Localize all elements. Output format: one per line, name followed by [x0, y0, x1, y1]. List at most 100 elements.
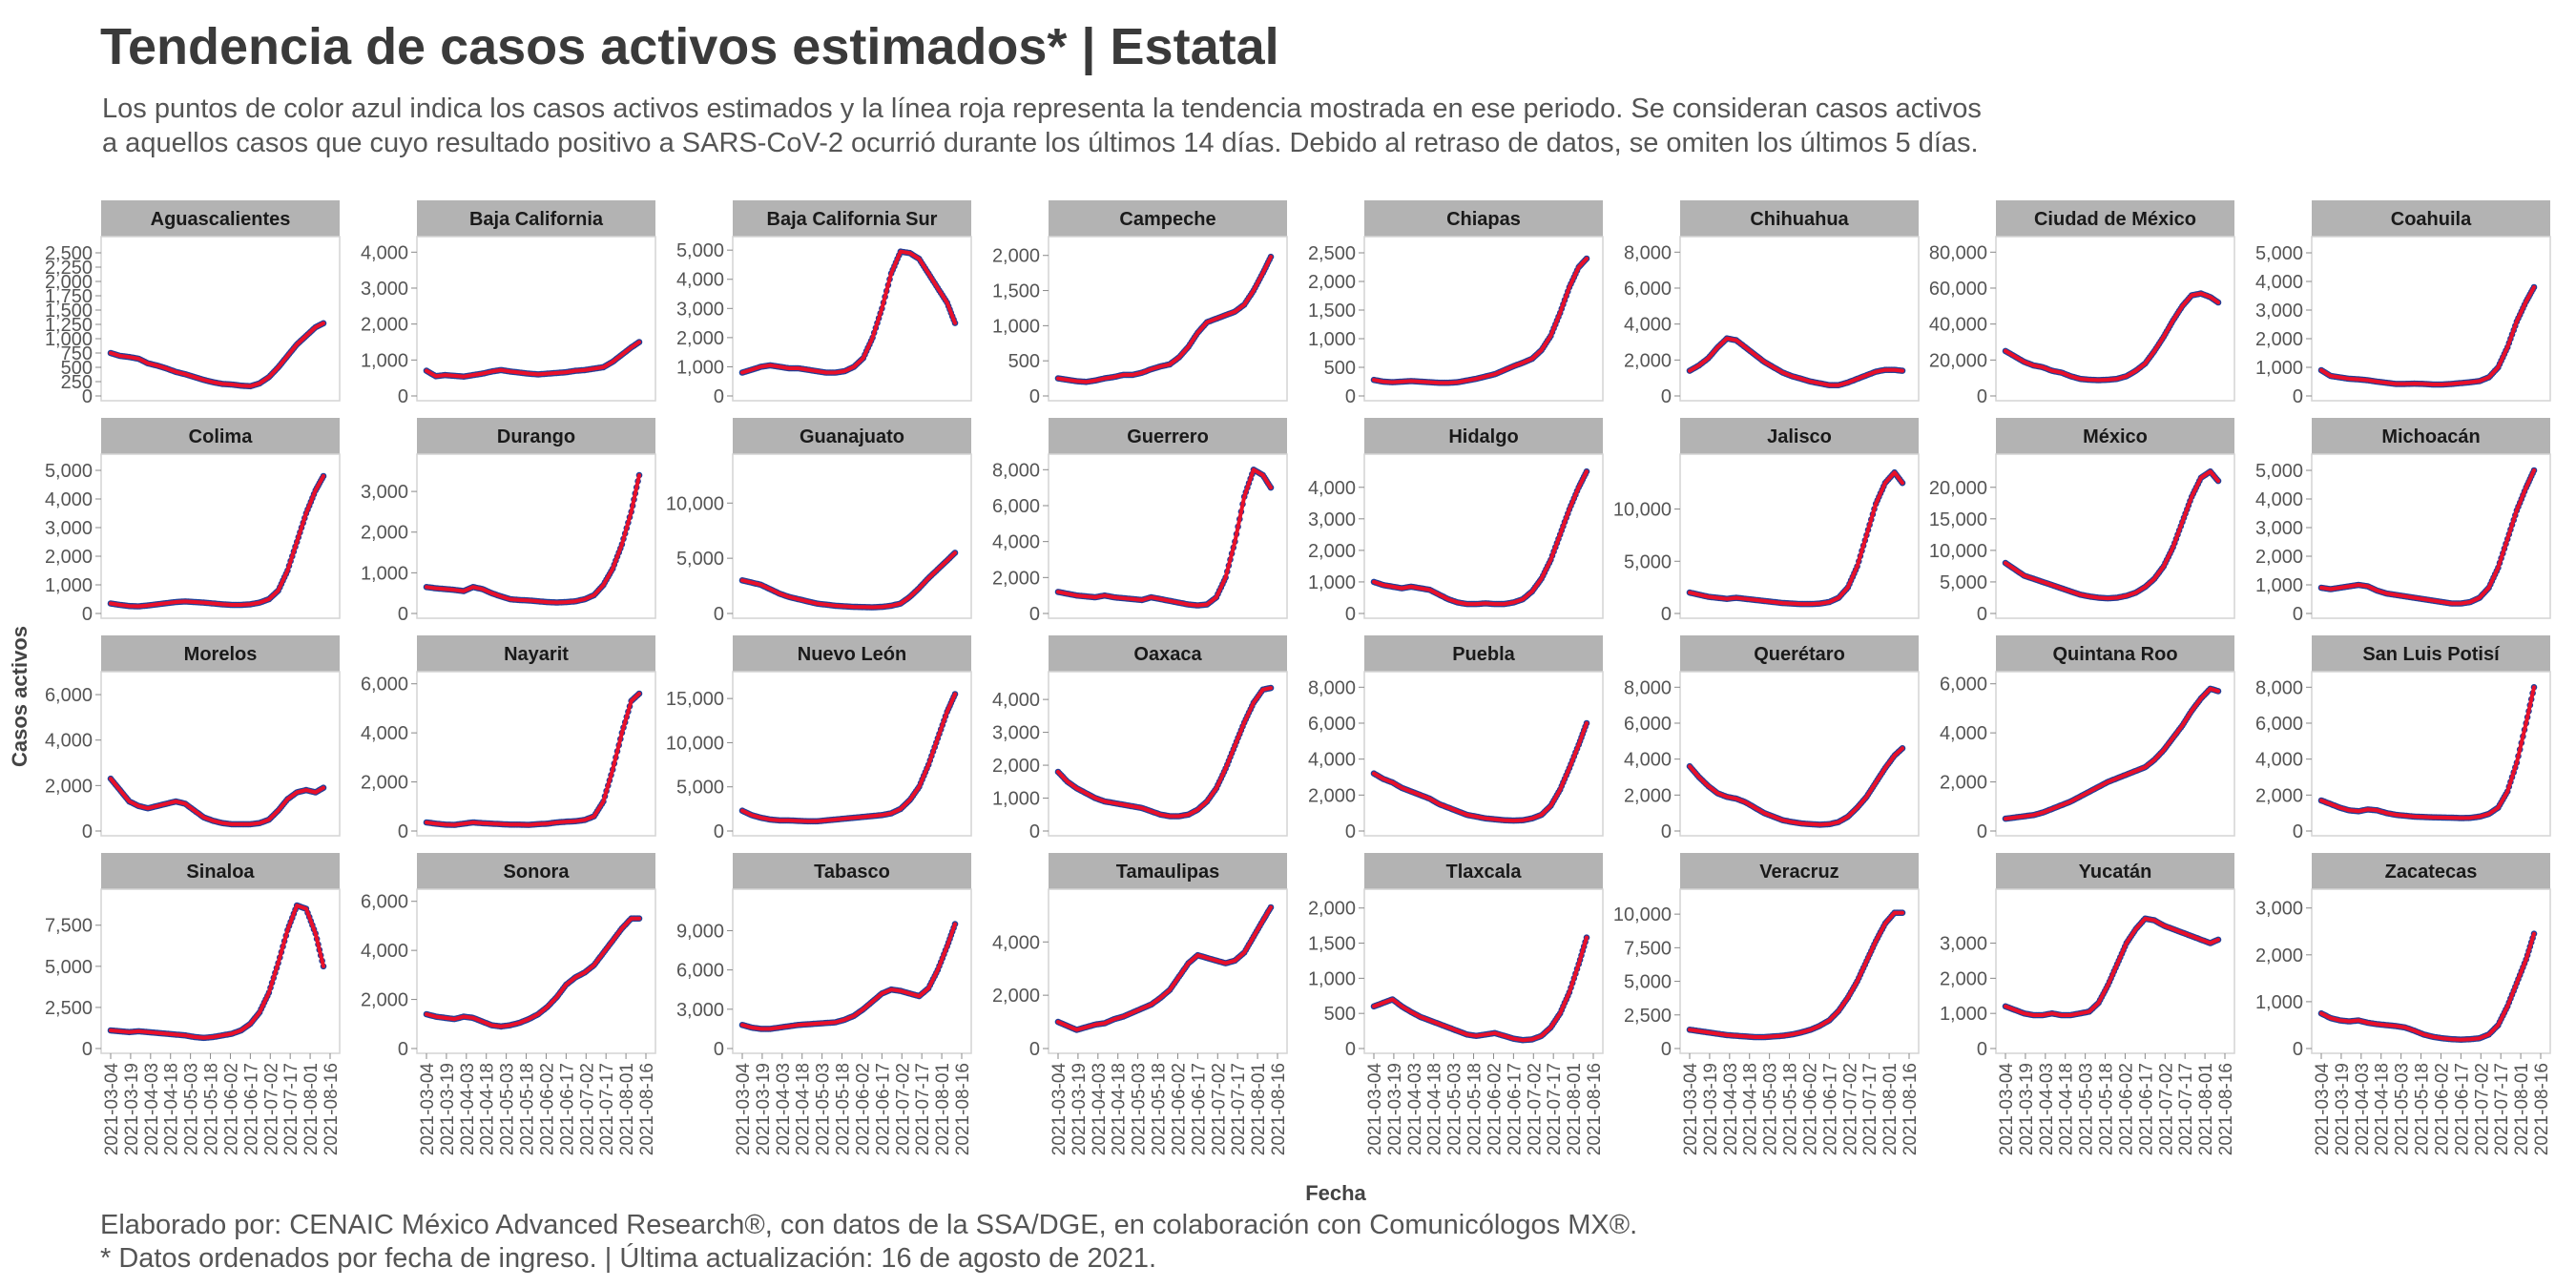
y-tick-label: 0 — [2293, 386, 2303, 407]
x-tick-label: 2021-05-03 — [1445, 1063, 1465, 1155]
y-tick-label: 3,000 — [992, 723, 1040, 744]
strip — [1364, 200, 1603, 237]
y-tick-label: 8,000 — [1308, 677, 1356, 698]
y-tick-label: 2,500 — [45, 998, 93, 1019]
y-tick-label: 2,250 — [45, 258, 93, 279]
strip-label: Sinaloa — [186, 862, 255, 883]
y-tick-label: 6,000 — [1940, 675, 1987, 696]
x-tick-label: 2021-08-01 — [1249, 1063, 1269, 1155]
y-tick-label: 10,000 — [666, 733, 724, 754]
trend-line — [1056, 467, 1273, 608]
strip-label: Jalisco — [1767, 426, 1832, 447]
y-tick-label: 4,000 — [676, 270, 724, 291]
x-tick-label: 2021-03-19 — [1701, 1063, 1721, 1155]
y-tick-label: 2,000 — [1308, 899, 1356, 920]
panel-baja-california-sur: Baja California Sur01,0002,0003,0004,000… — [676, 200, 972, 407]
panel-frame — [416, 671, 656, 837]
y-tick-label: 10,000 — [1613, 904, 1672, 925]
x-tick-label: 2021-06-17 — [1189, 1063, 1209, 1155]
x-tick-label: 2021-06-02 — [2116, 1063, 2136, 1155]
x-tick-label: 2021-08-16 — [2216, 1063, 2236, 1155]
panel-frame — [100, 453, 341, 619]
x-tick-label: 2021-04-03 — [1721, 1063, 1741, 1155]
y-tick-label: 4,000 — [45, 731, 93, 752]
y-tick-label: 2,000 — [992, 246, 1040, 267]
x-tick-label: 2021-07-02 — [1209, 1063, 1229, 1155]
x-tick-label: 2021-05-03 — [814, 1063, 834, 1155]
y-tick-label: 3,000 — [2255, 899, 2303, 920]
panel-frame — [416, 453, 656, 619]
y-tick-label: 4,000 — [1624, 315, 1672, 336]
y-tick-label: 6,000 — [1308, 714, 1356, 735]
panel-frame — [1679, 671, 1920, 837]
y-tick-label: 5,000 — [2255, 461, 2303, 482]
panel-frame — [1363, 888, 1604, 1054]
y-tick-label: 2,500 — [1624, 1006, 1672, 1027]
y-tick-label: 0 — [82, 604, 93, 625]
x-tick-label: 2021-06-02 — [1800, 1063, 1820, 1155]
x-tick-label: 2021-04-18 — [1741, 1063, 1761, 1155]
y-tick-label: 0 — [2293, 604, 2303, 625]
strip-label: San Luis Potisí — [2362, 644, 2501, 665]
y-tick-label: 8,000 — [1624, 242, 1672, 263]
strip-label: Tlaxcala — [1446, 862, 1523, 883]
x-tick-label: 2021-04-18 — [794, 1063, 814, 1155]
y-tick-label: 5,000 — [676, 778, 724, 799]
panel-frame — [732, 453, 972, 619]
strip-label: Yucatán — [2079, 862, 2152, 883]
strip-label: Nuevo León — [798, 644, 906, 665]
y-tick-label: 1,250 — [45, 315, 93, 336]
y-tick-label: 0 — [398, 1039, 408, 1060]
y-tick-label: 4,000 — [992, 690, 1040, 711]
y-tick-label: 1,500 — [992, 281, 1040, 302]
y-tick-label: 7,500 — [45, 916, 93, 937]
x-tick-label: 2021-04-18 — [2057, 1063, 2077, 1155]
strip — [1364, 418, 1603, 454]
y-tick-label: 0 — [1345, 386, 1356, 407]
x-tick-label: 2021-08-16 — [322, 1063, 342, 1155]
y-tick-label: 0 — [714, 821, 724, 842]
x-tick-label: 2021-07-17 — [597, 1063, 617, 1155]
trend-line — [2004, 291, 2220, 383]
y-tick-label: 2,000 — [2255, 785, 2303, 806]
y-tick-label: 2,000 — [1624, 785, 1672, 806]
y-tick-label: 3,000 — [676, 299, 724, 320]
y-tick-label: 0 — [398, 604, 408, 625]
strip-label: Coahuila — [2391, 209, 2472, 230]
x-tick-label: 2021-05-03 — [1761, 1063, 1781, 1155]
subtitle-line-2: a aquellos casos que cuyo resultado posi… — [102, 128, 1979, 158]
y-tick-label: 4,000 — [361, 941, 408, 962]
x-tick-label: 2021-05-18 — [1150, 1063, 1170, 1155]
y-tick-label: 0 — [1977, 1039, 1987, 1060]
y-tick-label: 5,000 — [2255, 243, 2303, 264]
y-tick-label: 60,000 — [1929, 279, 1987, 300]
panel-frame — [1995, 236, 2235, 402]
y-tick-label: 0 — [1029, 386, 1040, 407]
y-tick-label: 15,000 — [1929, 509, 1987, 530]
x-tick-label: 2021-04-03 — [1405, 1063, 1425, 1155]
y-tick-label: 0 — [2293, 821, 2303, 842]
y-tick-label: 2,000 — [1940, 773, 1987, 794]
x-tick-label: 2021-05-18 — [202, 1063, 222, 1155]
y-tick-label: 2,000 — [45, 776, 93, 797]
y-tick-label: 2,000 — [1308, 272, 1356, 293]
y-tick-label: 5,000 — [1624, 972, 1672, 993]
y-tick-label: 0 — [1029, 1039, 1040, 1060]
x-tick-label: 2021-08-01 — [617, 1063, 637, 1155]
y-tick-label: 1,000 — [45, 575, 93, 596]
y-tick-label: 40,000 — [1929, 315, 1987, 336]
x-tick-label: 2021-06-02 — [1485, 1063, 1505, 1155]
y-tick-label: 2,000 — [1308, 541, 1356, 562]
y-tick-label: 4,000 — [361, 723, 408, 744]
strip — [101, 200, 340, 237]
panel-frame — [1363, 236, 1604, 402]
strip-label: Colima — [189, 426, 254, 447]
